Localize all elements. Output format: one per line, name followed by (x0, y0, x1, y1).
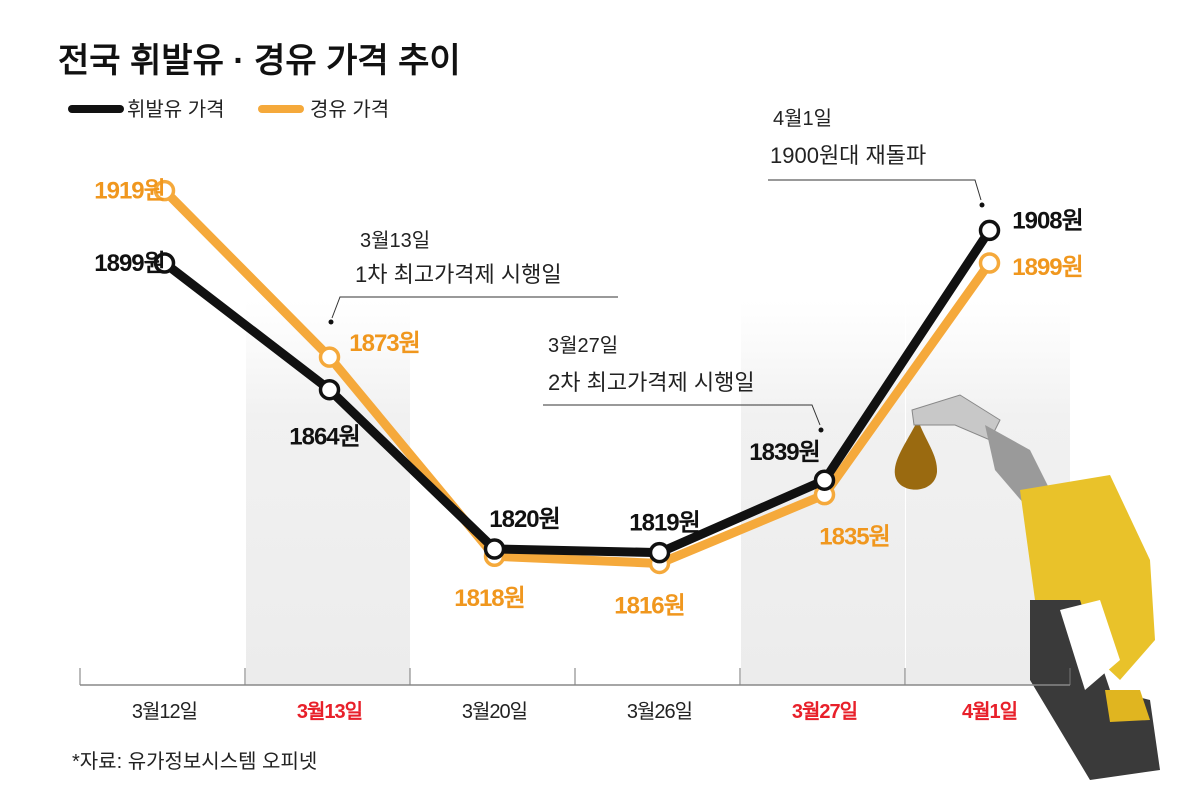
data-point (153, 252, 176, 274)
fuel-nozzle-illustration (894, 394, 1160, 780)
data-point (648, 541, 671, 564)
data-label: 1908원 (1012, 207, 1082, 234)
data-label: 1899원 (1012, 254, 1082, 281)
source-note: *자료: 유가정보시스템 오피넷 (72, 750, 317, 773)
data-point (318, 346, 341, 368)
data-point (153, 179, 176, 202)
data-point (978, 252, 1001, 274)
annotation-dot (818, 427, 824, 433)
annotation-1: 3월13일 1차 최고가격제 시행일 (328, 229, 618, 325)
legend-label-gasoline: 휘발유 가격 (127, 98, 225, 121)
annotation-text: 2차 최고가격제 시행일 (548, 370, 755, 395)
annotation-dot (979, 202, 985, 208)
data-label: 1816원 (614, 592, 684, 619)
x-tick-label: 3월26일 (627, 700, 692, 723)
x-tick-label: 3월12일 (132, 700, 197, 723)
data-label: 1839원 (749, 439, 819, 466)
data-label: 1818원 (454, 585, 524, 612)
annotation-3: 4월1일 1900원대 재돌파 (768, 107, 985, 208)
series-line-gasoline (161, 227, 994, 558)
data-label: 1819원 (629, 510, 699, 537)
annotation-date: 4월1일 (773, 107, 832, 130)
annotation-date: 3월27일 (548, 334, 618, 357)
annotation-date: 3월13일 (360, 229, 430, 252)
data-label: 1864원 (289, 424, 359, 451)
chart-title: 전국 휘발유 · 경유 가격 추이 (58, 42, 461, 80)
series-line-diesel (161, 187, 994, 568)
data-label: 1820원 (489, 506, 559, 533)
annotation-leader (543, 404, 821, 426)
data-point (978, 219, 1001, 242)
data-label: 1873원 (349, 330, 419, 357)
annotation-leader (331, 296, 618, 319)
oil-drop-icon (894, 420, 938, 490)
x-tick-label: 3월13일 (297, 700, 362, 723)
data-point (318, 378, 341, 401)
x-tick-label: 3월20일 (462, 700, 527, 723)
data-point (813, 469, 836, 491)
x-tick-label: 3월27일 (792, 700, 857, 723)
annotation-text: 1차 최고가격제 시행일 (355, 262, 562, 287)
data-label: 1835원 (819, 524, 889, 551)
annotation-2: 3월27일 2차 최고가격제 시행일 (543, 334, 824, 433)
data-label: 1899원 (94, 250, 164, 277)
annotation-dot (328, 319, 334, 325)
annotation-text: 1900원대 재돌파 (770, 143, 926, 168)
x-tick-label: 4월1일 (962, 700, 1017, 723)
data-label: 1919원 (94, 178, 164, 205)
legend-label-diesel: 경유 가격 (310, 98, 389, 121)
annotation-leader (768, 179, 982, 201)
data-point (483, 538, 506, 560)
